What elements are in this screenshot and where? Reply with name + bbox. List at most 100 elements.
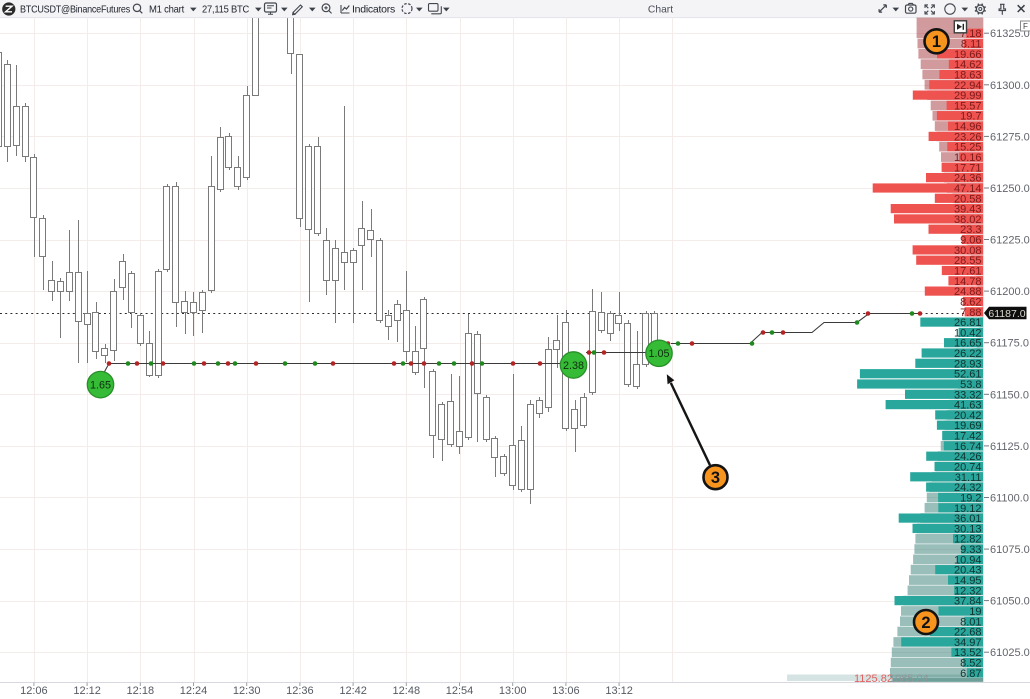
svg-text:12:12: 12:12 [73,685,101,697]
svg-text:61225.0: 61225.0 [990,235,1030,247]
svg-text:24.36: 24.36 [954,173,982,185]
svg-text:29.99: 29.99 [954,90,982,102]
svg-text:13.52: 13.52 [954,647,982,659]
svg-text:19: 19 [969,606,981,618]
svg-text:10.42: 10.42 [954,327,982,339]
svg-text:8.62: 8.62 [960,296,981,308]
svg-text:1.05: 1.05 [648,348,669,360]
svg-text:23.3: 23.3 [960,224,981,236]
svg-text:Chart: Chart [648,4,673,15]
svg-text:18.63: 18.63 [954,70,982,82]
svg-text:9.06: 9.06 [960,235,981,247]
svg-text:13:12: 13:12 [605,685,633,697]
svg-text:20.58: 20.58 [954,193,982,205]
svg-text:15.25: 15.25 [954,142,982,154]
svg-text:41.63: 41.63 [954,400,982,412]
svg-text:20.74: 20.74 [954,462,982,474]
svg-text:19.7: 19.7 [960,111,981,123]
svg-text:28.55: 28.55 [954,255,982,267]
svg-text:10.94: 10.94 [954,554,982,566]
svg-text:61200.0: 61200.0 [990,286,1030,298]
svg-text:13:00: 13:00 [499,685,527,697]
svg-text:14.95: 14.95 [954,575,982,587]
svg-text:24.88: 24.88 [954,286,982,298]
svg-text:1: 1 [932,33,941,51]
svg-text:2.38: 2.38 [563,360,584,372]
svg-text:12:48: 12:48 [393,685,421,697]
svg-text:17.71: 17.71 [954,162,982,174]
svg-text:20.42: 20.42 [954,410,982,422]
svg-text:M1 chart: M1 chart [149,5,184,16]
svg-text:28.93: 28.93 [954,358,982,370]
svg-text:13:06: 13:06 [552,685,580,697]
svg-text:30.13: 30.13 [954,523,982,535]
svg-text:23.26: 23.26 [954,131,982,143]
svg-text:61075.0: 61075.0 [990,544,1030,556]
svg-text:61187.0: 61187.0 [988,308,1025,320]
svg-text:33.32: 33.32 [954,389,982,401]
svg-text:16.65: 16.65 [954,338,982,350]
svg-text:22.68: 22.68 [954,627,982,639]
svg-text:6.87: 6.87 [960,668,981,680]
svg-text:19.2: 19.2 [960,493,981,505]
svg-text:61275.0: 61275.0 [990,131,1030,143]
svg-text:12.82: 12.82 [954,534,982,546]
svg-text:36.01: 36.01 [954,513,982,525]
svg-text:12:24: 12:24 [180,685,208,697]
svg-text:61150.0: 61150.0 [990,389,1029,401]
svg-text:24.26: 24.26 [954,451,982,463]
svg-text:8.01: 8.01 [960,616,981,628]
svg-text:F: F [1023,22,1028,31]
svg-text:12.32: 12.32 [954,585,982,597]
svg-text:12:42: 12:42 [339,685,367,697]
svg-text:17.61: 17.61 [954,266,982,278]
svg-text:47.14: 47.14 [954,183,982,195]
svg-text:8.52: 8.52 [960,658,981,670]
svg-text:61300.0: 61300.0 [990,80,1030,92]
svg-text:37.84: 37.84 [954,596,982,608]
svg-text:30.08: 30.08 [954,245,982,257]
svg-text:34.97: 34.97 [954,637,982,649]
svg-text:12:36: 12:36 [286,685,314,697]
svg-text:61325.0: 61325.0 [990,28,1030,40]
svg-text:17.42: 17.42 [954,431,982,443]
svg-text:61125.0: 61125.0 [990,441,1029,453]
svg-text:19.69: 19.69 [954,420,982,432]
svg-text:12:54: 12:54 [446,685,474,697]
svg-text:16.74: 16.74 [954,441,982,453]
svg-text:14.96: 14.96 [954,121,982,133]
svg-text:19.66: 19.66 [954,49,982,61]
svg-text:52.61: 52.61 [954,369,982,381]
svg-text:20.43: 20.43 [954,565,982,577]
svg-text:14.78: 14.78 [954,276,982,288]
svg-text:Indicators: Indicators [352,5,395,16]
svg-text:10.16: 10.16 [954,152,982,164]
svg-text:22.94: 22.94 [954,80,982,92]
svg-text:39.43: 39.43 [954,204,982,216]
svg-text:8.11: 8.11 [961,39,982,51]
svg-text:12:06: 12:06 [20,685,48,697]
svg-text:61250.0: 61250.0 [990,183,1030,195]
svg-text:61050.0: 61050.0 [990,596,1030,608]
svg-text:24.32: 24.32 [954,482,982,494]
svg-text:38.02: 38.02 [954,214,982,226]
svg-text:61025.0: 61025.0 [990,647,1030,659]
svg-text:12:18: 12:18 [127,685,155,697]
svg-text:19.12: 19.12 [954,503,982,515]
svg-text:31.11: 31.11 [955,472,982,484]
svg-text:26.22: 26.22 [954,348,982,360]
svg-text:BTCUSDT@BinanceFutures: BTCUSDT@BinanceFutures [20,5,130,16]
svg-text:12:30: 12:30 [233,685,261,697]
svg-text:14.62: 14.62 [954,59,982,71]
svg-text:26.81: 26.81 [954,317,982,329]
svg-text:61175.0: 61175.0 [990,338,1029,350]
svg-text:27,115 BTC: 27,115 BTC [202,5,250,16]
svg-text:3: 3 [711,469,720,487]
svg-text:7.88: 7.88 [960,307,981,319]
svg-text:2: 2 [921,614,930,632]
svg-text:61100.0: 61100.0 [990,493,1029,505]
svg-text:53.8: 53.8 [960,379,981,391]
svg-text:1.65: 1.65 [90,379,111,391]
svg-text:15.57: 15.57 [954,100,982,112]
svg-text:9.33: 9.33 [960,544,981,556]
